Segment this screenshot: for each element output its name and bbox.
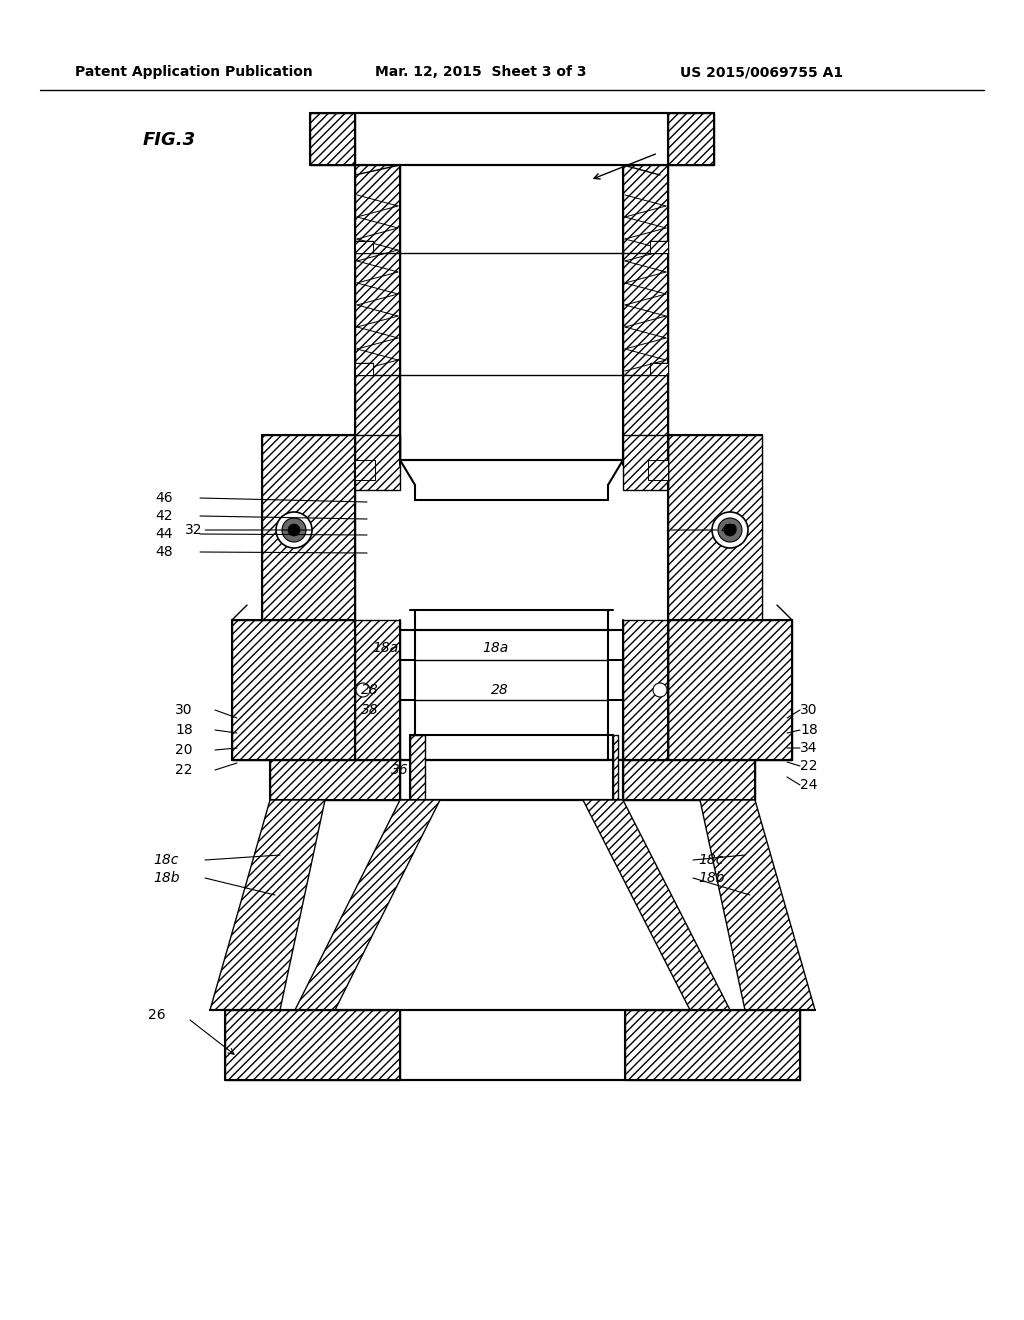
Bar bbox=[613, 735, 618, 805]
Bar bbox=[355, 165, 400, 459]
Circle shape bbox=[282, 517, 306, 543]
Circle shape bbox=[356, 682, 370, 697]
Text: 42: 42 bbox=[155, 510, 172, 523]
Polygon shape bbox=[210, 800, 325, 1010]
Text: 18b: 18b bbox=[153, 871, 179, 884]
Text: US 2015/0069755 A1: US 2015/0069755 A1 bbox=[680, 65, 843, 79]
Circle shape bbox=[653, 682, 667, 697]
Polygon shape bbox=[295, 800, 440, 1010]
Bar bbox=[355, 436, 400, 490]
Bar bbox=[355, 242, 373, 253]
Circle shape bbox=[724, 524, 736, 536]
Bar bbox=[310, 114, 355, 165]
Circle shape bbox=[288, 524, 300, 536]
Text: 18b: 18b bbox=[698, 871, 725, 884]
Text: 18c: 18c bbox=[153, 853, 178, 867]
Text: 40: 40 bbox=[671, 523, 737, 537]
Circle shape bbox=[718, 517, 742, 543]
Bar bbox=[262, 436, 355, 630]
Bar bbox=[668, 436, 762, 630]
Text: 30: 30 bbox=[800, 704, 817, 717]
Text: Mar. 12, 2015  Sheet 3 of 3: Mar. 12, 2015 Sheet 3 of 3 bbox=[375, 65, 587, 79]
Text: 36: 36 bbox=[391, 763, 409, 777]
Bar bbox=[650, 242, 668, 253]
Text: 18c: 18c bbox=[698, 853, 723, 867]
Bar bbox=[355, 620, 400, 760]
Text: 28: 28 bbox=[492, 682, 509, 697]
Bar bbox=[668, 114, 714, 165]
Circle shape bbox=[712, 512, 748, 548]
Bar bbox=[650, 363, 668, 375]
Polygon shape bbox=[700, 800, 815, 1010]
Text: 44: 44 bbox=[155, 527, 172, 541]
Bar bbox=[648, 459, 668, 480]
Bar bbox=[623, 760, 755, 800]
Bar bbox=[355, 459, 375, 480]
Text: 12: 12 bbox=[670, 141, 688, 154]
Text: 24: 24 bbox=[800, 777, 817, 792]
Text: Patent Application Publication: Patent Application Publication bbox=[75, 65, 312, 79]
Text: 18: 18 bbox=[800, 723, 818, 737]
Text: 34: 34 bbox=[800, 741, 817, 755]
Bar bbox=[232, 620, 355, 760]
Text: 48: 48 bbox=[155, 545, 173, 558]
Bar bbox=[270, 760, 400, 800]
Text: 38: 38 bbox=[361, 704, 379, 717]
Bar bbox=[355, 363, 373, 375]
Polygon shape bbox=[583, 800, 730, 1010]
Bar bbox=[623, 165, 668, 459]
Text: 28: 28 bbox=[361, 682, 379, 697]
Text: 26: 26 bbox=[148, 1008, 166, 1022]
Bar bbox=[410, 735, 425, 805]
Circle shape bbox=[276, 512, 312, 548]
Text: 20: 20 bbox=[175, 743, 193, 756]
Text: 22: 22 bbox=[175, 763, 193, 777]
Text: 18a: 18a bbox=[372, 642, 398, 655]
Text: 18: 18 bbox=[175, 723, 193, 737]
Text: 22: 22 bbox=[800, 759, 817, 774]
Text: 18a: 18a bbox=[482, 642, 508, 655]
Text: FIG.3: FIG.3 bbox=[143, 131, 197, 149]
Bar bbox=[668, 620, 792, 760]
Text: 46: 46 bbox=[155, 491, 173, 506]
Bar bbox=[225, 1010, 400, 1080]
Text: 30: 30 bbox=[175, 704, 193, 717]
Bar bbox=[625, 1010, 800, 1080]
Text: 32: 32 bbox=[185, 523, 312, 537]
Bar bbox=[623, 436, 668, 490]
Bar bbox=[623, 620, 668, 760]
